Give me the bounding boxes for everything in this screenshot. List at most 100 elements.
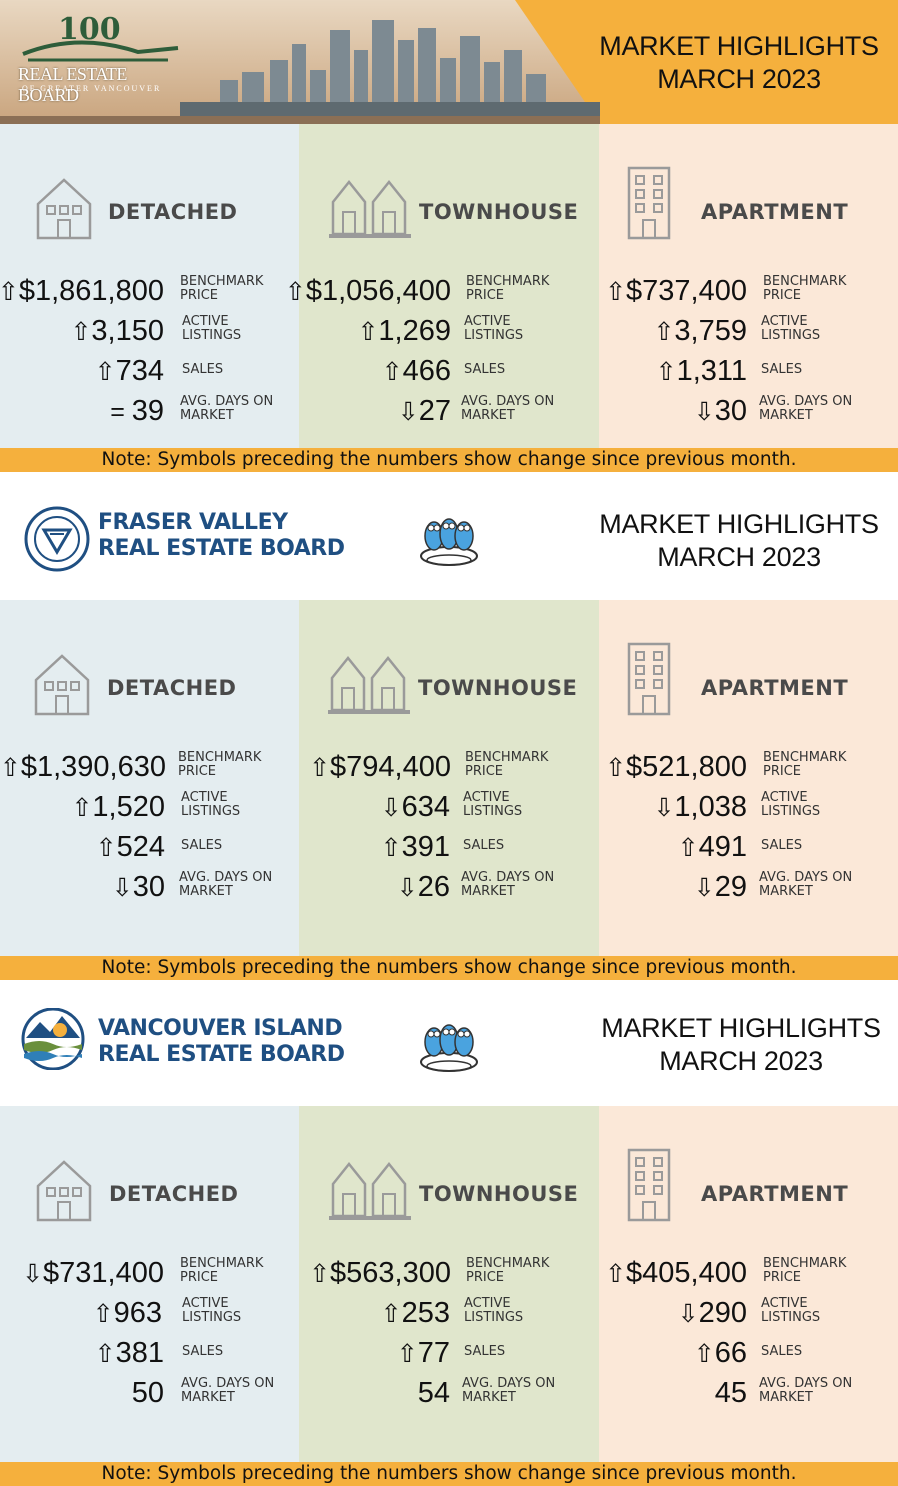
stat-value: ⇧734 (95, 354, 164, 389)
stat-label-line2: MARKET (759, 1390, 813, 1405)
stat-value: ⇧1,269 (357, 314, 451, 349)
stat-label-line2: MARKET (759, 884, 813, 899)
stat-label-line2: LISTINGS (463, 804, 523, 819)
stat-label-line1: AVG. DAYS ON (461, 394, 555, 409)
benchmark-price-value: $563,300 (330, 1257, 451, 1289)
stat-label-line2: LISTINGS (182, 1310, 242, 1325)
stat-label: SALES (181, 839, 222, 853)
stat-label-line1: ACTIVE (761, 1296, 808, 1311)
benchmark-price-row: ⇧$794,400 BENCHMARK PRICE (299, 750, 599, 790)
stat-label-line2: PRICE (180, 1270, 218, 1285)
stat-label-line2: LISTINGS (761, 1310, 821, 1325)
stat-label: AVG. DAYS ON MARKET (759, 1377, 852, 1405)
market-highlights-title: MARKET HIGHLIGHTS MARCH 2023 (594, 508, 884, 574)
stat-label-line2: PRICE (466, 1270, 504, 1285)
column-label: DETACHED (108, 200, 238, 224)
stat-label-line1: AVG. DAYS ON (759, 394, 853, 409)
owls-nest-icon (420, 518, 478, 566)
change-arrow-icon: ⇧ (605, 754, 627, 782)
stat-label-line1: BENCHMARK (465, 750, 549, 765)
stat-label-line1: ACTIVE (463, 790, 510, 805)
fraser-valley-seal-icon (24, 506, 90, 572)
stat-label-line2: MARKET (180, 408, 234, 423)
section-header: FRASER VALLEY REAL ESTATE BOARD MARKET H… (0, 480, 898, 600)
avg-days-row: ⇩29 AVG. DAYS ON MARKET (599, 870, 898, 910)
stat-label-line1: BENCHMARK (763, 274, 847, 289)
active-listings-row: ⇩1,038 ACTIVE LISTINGS (599, 790, 898, 830)
stat-label-line1: ACTIVE (182, 1296, 229, 1311)
stat-label-line2: MARKET (181, 1390, 235, 1405)
stat-label: BENCHMARK PRICE (763, 1257, 846, 1285)
change-arrow-icon: ⇩ (111, 874, 133, 902)
stat-label-line2: MARKET (461, 884, 515, 899)
avg-days-value: 29 (714, 871, 747, 903)
change-arrow-icon: ⇧ (655, 358, 677, 386)
avg-days-row: ⇩30 AVG. DAYS ON MARKET (599, 394, 898, 434)
board-logo-line1: REAL ESTATE BOARD (18, 64, 127, 105)
stat-label: ACTIVE LISTINGS (464, 1297, 523, 1325)
vancouver-island-logo-icon (21, 1008, 85, 1070)
stat-label-line2: LISTINGS (464, 328, 524, 343)
stat-value: ⇩27 (398, 394, 451, 429)
sales-value: 66 (714, 1337, 747, 1369)
benchmark-price-value: $521,800 (626, 751, 747, 783)
benchmark-price-row: ⇩$731,400 BENCHMARK PRICE (0, 1256, 299, 1296)
stat-value: ⇧$737,400 (605, 274, 747, 309)
stat-label: ACTIVE LISTINGS (181, 791, 240, 819)
avg-days-value: 26 (417, 871, 450, 903)
apartment-icon (627, 1148, 671, 1222)
stat-label: AVG. DAYS ON MARKET (461, 395, 554, 423)
change-arrow-icon: ⇧ (357, 318, 379, 346)
stat-label: BENCHMARK PRICE (763, 751, 846, 779)
change-arrow-icon: ⇧ (284, 278, 306, 306)
stat-value: ⇧3,759 (653, 314, 747, 349)
active-listings-value: 634 (401, 791, 450, 823)
apartment-icon (627, 166, 671, 240)
stat-label-line2: MARKET (179, 884, 233, 899)
column-detached: DETACHED ⇧$1,861,800 BENCHMARK PRICE ⇧3,1… (0, 124, 299, 448)
sales-row: ⇧66 SALES (599, 1336, 898, 1376)
column-townhouse: TOWNHOUSE ⇧$794,400 BENCHMARK PRICE ⇩634 … (299, 600, 599, 956)
stat-value: ⇩29 (694, 870, 747, 905)
stat-value: ⇩1,038 (653, 790, 747, 825)
stat-value: ⇧524 (96, 830, 165, 865)
avg-days-row: = 39 AVG. DAYS ON MARKET (0, 394, 299, 434)
column-label: TOWNHOUSE (418, 676, 578, 700)
change-arrow-icon: ⇩ (693, 874, 715, 902)
sales-value: 77 (417, 1337, 450, 1369)
column-header: DETACHED (0, 652, 299, 722)
change-arrow-icon: ⇧ (0, 278, 19, 306)
change-arrow-icon: ⇩ (396, 874, 418, 902)
sales-value: 1,311 (676, 355, 747, 387)
footnote: Note: Symbols preceding the numbers show… (0, 1462, 898, 1486)
board-logo-text: VANCOUVER ISLAND REAL ESTATE BOARD (98, 1016, 345, 1068)
avg-days-row: ⇩26 AVG. DAYS ON MARKET (299, 870, 599, 910)
column-label: APARTMENT (701, 676, 849, 700)
avg-days-value: 30 (714, 395, 747, 427)
column-apartment: APARTMENT ⇧$521,800 BENCHMARK PRICE ⇩1,03… (599, 600, 898, 956)
active-listings-value: 290 (698, 1297, 747, 1329)
active-listings-row: ⇧3,150 ACTIVE LISTINGS (0, 314, 299, 354)
change-arrow-icon: ⇩ (397, 398, 419, 426)
benchmark-price-row: ⇧$521,800 BENCHMARK PRICE (599, 750, 898, 790)
sales-value: 381 (115, 1337, 164, 1369)
active-listings-row: ⇧963 ACTIVE LISTINGS (0, 1296, 299, 1336)
stat-label: SALES (463, 839, 504, 853)
change-arrow-icon: ⇧ (381, 358, 403, 386)
market-highlights-title: MARKET HIGHLIGHTS MARCH 2023 (596, 1012, 886, 1078)
stat-label-line1: ACTIVE (761, 790, 808, 805)
stat-value: 50 (132, 1376, 164, 1411)
property-columns: DETACHED ⇩$731,400 BENCHMARK PRICE ⇧963 A… (0, 1106, 898, 1462)
sales-row: ⇧1,311 SALES (599, 354, 898, 394)
stat-label: ACTIVE LISTINGS (463, 791, 522, 819)
benchmark-price-row: ⇧$1,390,630 BENCHMARK PRICE (0, 750, 299, 790)
stat-label: AVG. DAYS ON MARKET (759, 395, 852, 423)
column-label: APARTMENT (701, 1182, 849, 1206)
change-arrow-icon: ⇧ (70, 318, 92, 346)
stat-value: 45 (715, 1376, 747, 1411)
active-listings-value: 3,150 (91, 315, 164, 347)
stat-label-line1: SALES (464, 362, 506, 377)
stat-value: ⇧963 (93, 1296, 162, 1331)
stat-label-line1: ACTIVE (761, 314, 808, 329)
active-listings-row: ⇧253 ACTIVE LISTINGS (299, 1296, 599, 1336)
